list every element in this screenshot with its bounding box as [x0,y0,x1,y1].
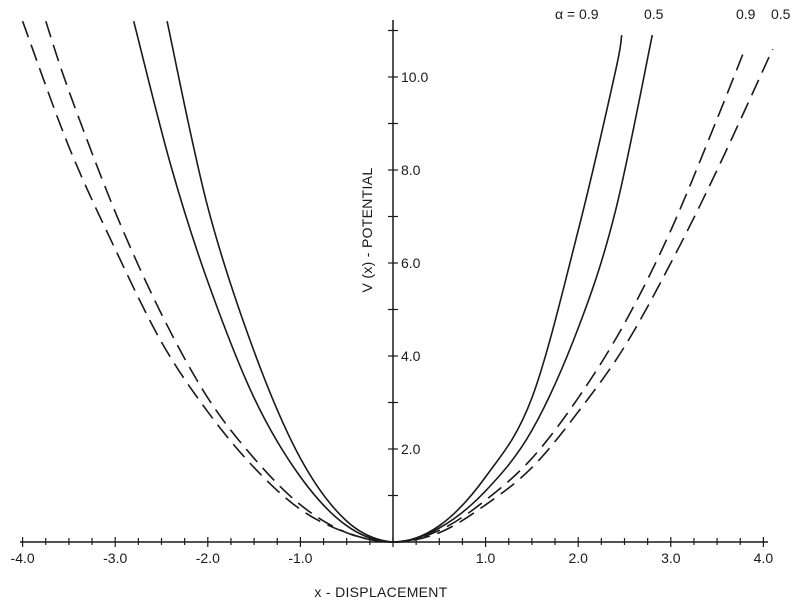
x-tick-label: 3.0 [661,550,681,566]
x-tick-label: -3.0 [103,550,127,566]
curve-dashed-alpha-09 [21,20,746,543]
x-tick-label: -2.0 [196,550,220,566]
curve-label-dashed-05: 0.5 [771,6,791,22]
curve-solid-alpha-09 [132,20,623,543]
x-tick-label: 1.0 [476,550,496,566]
x-tick-label: 4.0 [754,550,774,566]
y-tick-label: 8.0 [401,162,421,178]
x-tick-label: -4.0 [11,550,35,566]
y-tick-label: 2.0 [401,441,421,457]
curve-label-solid-05: 0.5 [644,6,664,22]
x-tick-label: -1.0 [288,550,312,566]
x-tick-label: 2.0 [568,550,588,566]
y-axis: 2.0 4.0 6.0 8.0 10.0 [388,20,428,542]
curve-dashed-alpha-05 [45,20,774,543]
curve-solid-alpha-05 [166,21,654,543]
y-tick-label: 4.0 [401,348,421,364]
y-tick-label: 10.0 [401,69,428,85]
curves [21,20,774,543]
y-tick-label: 6.0 [401,255,421,271]
curve-label-dashed-09: 0.9 [736,6,756,22]
curve-label-solid-alpha-09: α = 0.9 [555,6,599,22]
y-axis-title: V (x) - POTENTIAL [359,168,375,293]
x-axis-title: x - DISPLACEMENT [314,584,447,600]
